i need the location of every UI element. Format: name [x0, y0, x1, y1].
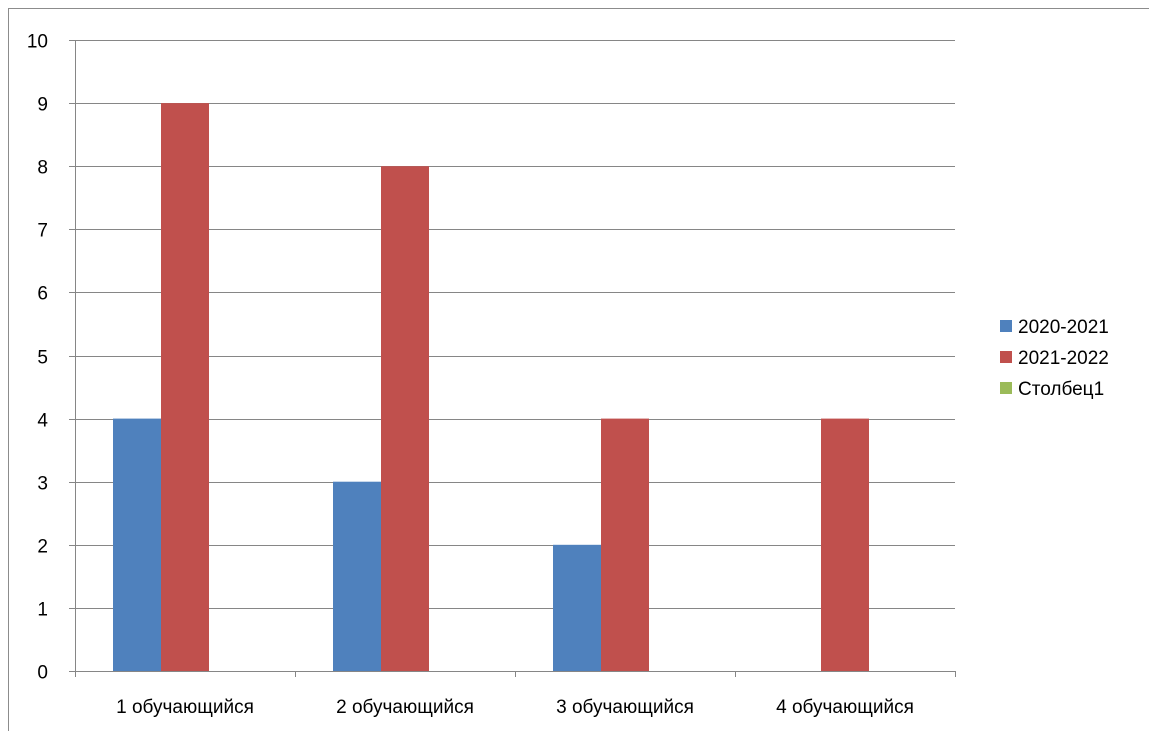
bar-2-1 — [161, 103, 209, 672]
x-axis-tick-labels: 1 обучающийся 2 обучающийся 3 обучающийся 4… — [116, 697, 914, 718]
y-tick-label: 7 — [37, 221, 48, 242]
x-tick-label: 3 обучающийся — [556, 697, 694, 718]
gridlines — [75, 40, 955, 609]
legend-swatch — [1000, 382, 1012, 394]
legend-label: Столбец1 — [1018, 379, 1104, 400]
x-tick-label: 2 обучающийся — [336, 697, 474, 718]
y-tick-label: 1 — [37, 600, 48, 621]
legend-label: 2021-2022 — [1018, 348, 1109, 369]
bar-2-3 — [601, 418, 649, 671]
x-tick-label: 4 обучающийся — [776, 697, 914, 718]
y-tick-label: 9 — [37, 95, 48, 116]
y-tick-label: 5 — [37, 348, 48, 369]
y-tick-label: 4 — [37, 411, 48, 432]
bar-2-2 — [381, 166, 429, 671]
axes — [69, 40, 956, 677]
bars — [113, 103, 869, 672]
y-axis-tick-labels: 0 1 2 3 4 5 6 7 8 9 10 — [27, 32, 49, 684]
legend-swatch — [1000, 351, 1012, 363]
bar-1-1 — [113, 418, 161, 671]
y-tick-label: 3 — [37, 474, 48, 495]
legend: 2020-2021 2021-2022 Столбец1 — [1000, 317, 1109, 400]
bar-1-3 — [553, 544, 601, 671]
legend-label: 2020-2021 — [1018, 317, 1109, 338]
bar-1-2 — [333, 481, 381, 671]
y-tick-label: 0 — [37, 663, 48, 684]
y-tick-label: 2 — [37, 537, 48, 558]
y-tick-label: 6 — [37, 284, 48, 305]
x-tick-label: 1 обучающийся — [116, 697, 254, 718]
legend-swatch — [1000, 320, 1012, 332]
bar-2-4 — [821, 418, 869, 671]
y-tick-label: 8 — [37, 158, 48, 179]
y-tick-label: 10 — [27, 32, 48, 53]
